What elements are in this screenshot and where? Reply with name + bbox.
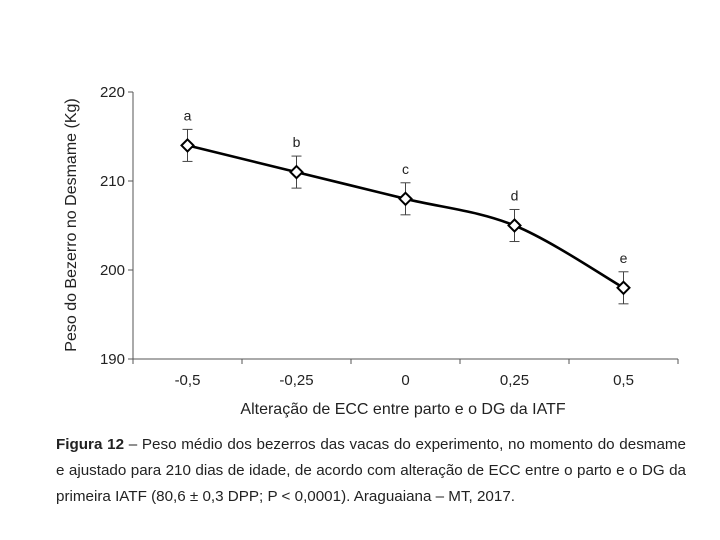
y-tick-label: 200 <box>100 262 125 279</box>
y-tick-label: 210 <box>100 173 125 190</box>
figure-label: Figura 12 <box>56 436 125 453</box>
data-point-marker <box>507 218 522 233</box>
x-tick-label: 0,5 <box>613 372 634 389</box>
x-tick-label: -0,25 <box>279 372 313 389</box>
x-tick-label: 0 <box>401 372 409 389</box>
data-series: a b c d e <box>180 107 631 305</box>
x-tick-label: 0,25 <box>500 372 529 389</box>
significance-letter: a <box>184 107 192 123</box>
figure-caption: Figura 12 – Peso médio dos bezerros das … <box>56 432 686 510</box>
chart-axes <box>132 92 678 360</box>
significance-letter: c <box>402 161 409 177</box>
data-point-marker <box>616 280 631 296</box>
significance-letter: d <box>511 187 519 203</box>
x-axis-title: Alteração de ECC entre parto e o DG da I… <box>240 401 565 418</box>
data-point-marker <box>180 137 195 153</box>
y-tick-label: 190 <box>100 351 125 368</box>
caption-text: – Peso médio dos bezerros das vacas do e… <box>56 436 686 505</box>
line-chart: 190 200 210 220 -0,5 -0,25 0 0,25 0,5 a b c d e Pes… <box>63 84 679 418</box>
x-tick-label: -0,5 <box>175 372 201 389</box>
y-tick-label: 220 <box>100 84 125 101</box>
data-point-marker <box>398 191 413 207</box>
data-point-marker <box>289 164 304 180</box>
x-axis-ticks: -0,5 -0,25 0 0,25 0,5 <box>132 359 679 389</box>
significance-letter: b <box>293 134 301 150</box>
significance-letter: e <box>620 250 628 266</box>
y-axis-title: Peso do Bezerro no Desmame (Kg) <box>63 98 80 351</box>
y-axis-ticks: 190 200 210 220 <box>100 84 133 368</box>
